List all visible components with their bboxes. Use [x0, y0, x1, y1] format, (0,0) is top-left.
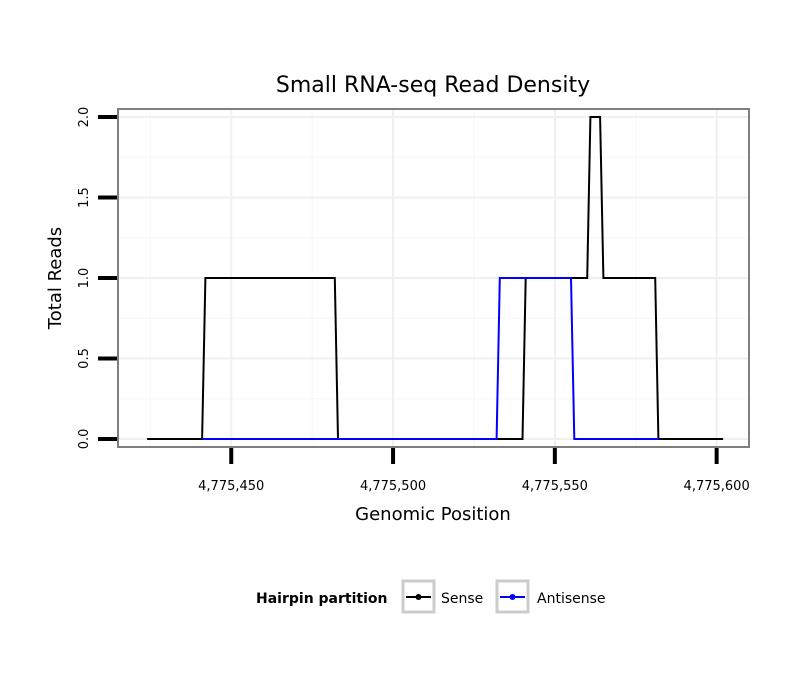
y-tick-label: 1.5: [77, 187, 92, 208]
legend-item-sense: Sense: [401, 579, 483, 614]
legend-label-sense: Sense: [441, 591, 483, 607]
legend-point-sense: [415, 594, 422, 600]
x-tick-label: 4,775,600: [684, 479, 750, 494]
legend-title: Hairpin partition: [256, 591, 387, 607]
legend-label-antisense: Antisense: [537, 591, 606, 607]
y-axis-title: Total Reads: [45, 227, 66, 330]
series-lines: [147, 116, 724, 440]
legend: Hairpin partition Sense Antisense: [256, 579, 606, 614]
y-tick-label: 1.0: [77, 268, 92, 289]
x-tick-label: 4,775,550: [522, 479, 588, 494]
x-tick-label: 4,775,450: [198, 479, 264, 494]
x-tick-label: 4,775,500: [360, 479, 426, 494]
legend-item-antisense: Antisense: [495, 579, 606, 614]
y-tick-label: 0.5: [77, 348, 92, 369]
axis-ticks: 4,775,450 4,775,500 4,775,550 4,775,600 0.0 0…: [77, 107, 750, 494]
y-tick-label: 0.0: [77, 429, 92, 450]
x-axis-title: Genomic Position: [355, 504, 511, 525]
chart-title: Small RNA-seq Read Density: [276, 73, 590, 98]
series-line-antisense: [202, 277, 659, 440]
y-tick-label: 2.0: [77, 107, 92, 128]
legend-point-antisense: [509, 594, 516, 600]
